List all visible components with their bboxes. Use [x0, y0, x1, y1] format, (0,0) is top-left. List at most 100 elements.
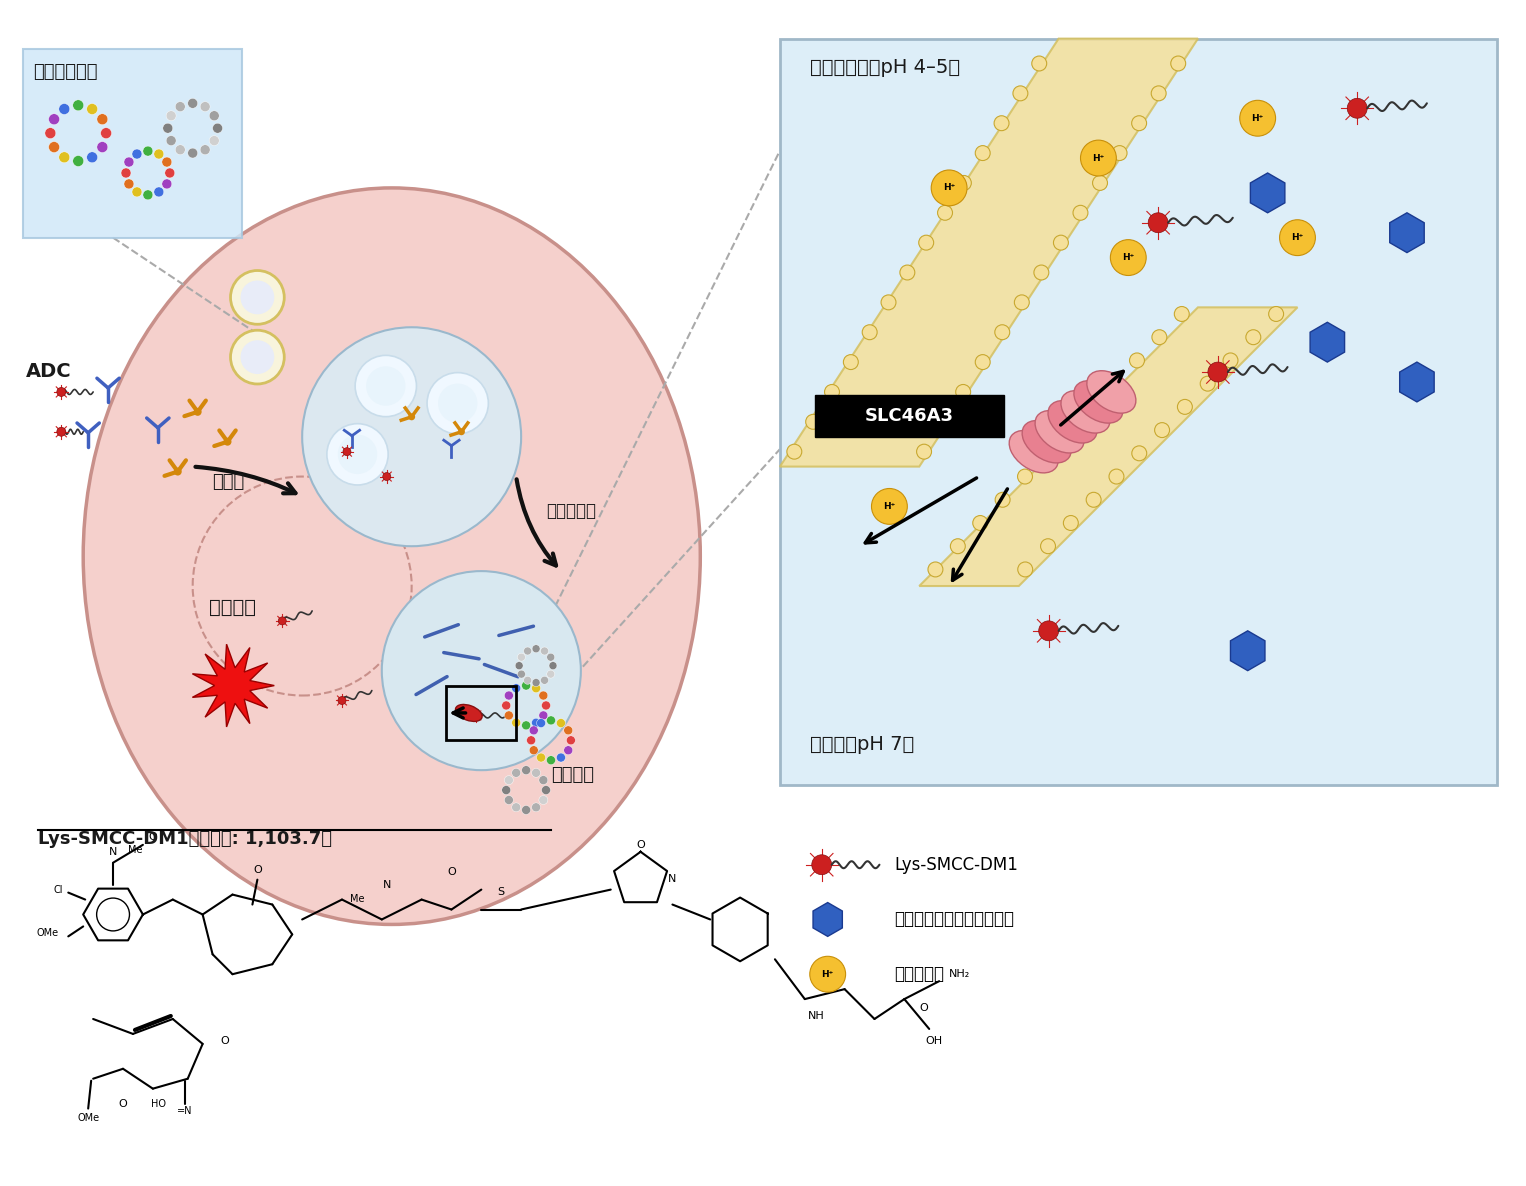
Circle shape: [844, 355, 858, 370]
Ellipse shape: [1048, 401, 1097, 444]
Circle shape: [539, 691, 548, 700]
Circle shape: [1018, 470, 1033, 484]
Text: O: O: [119, 1098, 127, 1109]
Circle shape: [192, 477, 412, 695]
Circle shape: [1280, 219, 1315, 256]
Text: S: S: [497, 887, 505, 897]
Circle shape: [96, 114, 108, 125]
Text: H⁺: H⁺: [1291, 234, 1303, 242]
Circle shape: [993, 116, 1009, 130]
Circle shape: [1268, 306, 1283, 321]
Bar: [780, 39, 1497, 785]
Circle shape: [1015, 295, 1029, 310]
Circle shape: [530, 746, 539, 754]
Text: O: O: [253, 865, 262, 875]
Circle shape: [209, 110, 220, 121]
Circle shape: [327, 423, 388, 485]
Text: リソソーム: リソソーム: [546, 503, 597, 521]
Ellipse shape: [1009, 431, 1058, 473]
Circle shape: [522, 805, 531, 815]
Circle shape: [1175, 306, 1189, 321]
Text: O: O: [148, 831, 157, 842]
Circle shape: [810, 956, 845, 993]
Circle shape: [1087, 492, 1102, 508]
Circle shape: [1132, 116, 1146, 130]
Circle shape: [49, 141, 60, 153]
Polygon shape: [780, 39, 1198, 466]
Circle shape: [175, 102, 185, 111]
Ellipse shape: [1035, 410, 1083, 453]
Text: H⁺: H⁺: [821, 970, 833, 978]
Circle shape: [1347, 98, 1367, 119]
Circle shape: [154, 187, 163, 197]
Circle shape: [881, 295, 896, 310]
Text: H⁺: H⁺: [1093, 153, 1105, 162]
Circle shape: [1178, 400, 1192, 414]
Circle shape: [1112, 146, 1128, 160]
Circle shape: [563, 746, 572, 754]
Circle shape: [163, 123, 172, 133]
Circle shape: [49, 114, 60, 125]
Circle shape: [1222, 353, 1238, 368]
Circle shape: [505, 796, 513, 804]
Circle shape: [537, 719, 545, 727]
Circle shape: [522, 721, 531, 729]
Circle shape: [154, 149, 163, 159]
Circle shape: [131, 149, 142, 159]
Circle shape: [175, 145, 185, 154]
Text: OMe: OMe: [37, 929, 58, 938]
Text: HO: HO: [151, 1098, 166, 1109]
Circle shape: [511, 719, 520, 727]
Circle shape: [1245, 330, 1260, 345]
Circle shape: [505, 691, 513, 700]
Circle shape: [516, 662, 523, 670]
Circle shape: [824, 384, 839, 400]
Text: NH₂: NH₂: [949, 969, 971, 980]
Circle shape: [209, 135, 220, 146]
Circle shape: [862, 325, 877, 339]
Text: OH: OH: [926, 1035, 943, 1046]
Circle shape: [194, 408, 201, 416]
Text: H⁺: H⁺: [884, 502, 896, 511]
Circle shape: [546, 716, 555, 725]
Circle shape: [356, 356, 417, 416]
Circle shape: [162, 179, 172, 189]
Circle shape: [174, 467, 182, 476]
Polygon shape: [1250, 173, 1285, 212]
Circle shape: [1148, 212, 1167, 232]
Text: H⁺: H⁺: [1122, 253, 1134, 262]
Circle shape: [438, 383, 478, 423]
Circle shape: [1041, 538, 1056, 554]
Circle shape: [1064, 516, 1079, 530]
Circle shape: [383, 472, 391, 480]
Circle shape: [531, 803, 540, 811]
Circle shape: [121, 168, 131, 178]
Circle shape: [546, 653, 555, 661]
Ellipse shape: [455, 704, 482, 721]
Ellipse shape: [84, 187, 700, 924]
Text: N: N: [668, 874, 676, 884]
Circle shape: [1170, 56, 1186, 71]
Circle shape: [1039, 620, 1059, 640]
Circle shape: [165, 168, 175, 178]
Text: 薬効発揮: 薬効発揮: [209, 598, 256, 617]
Circle shape: [806, 414, 821, 429]
Circle shape: [937, 205, 952, 221]
Circle shape: [302, 327, 522, 547]
Circle shape: [230, 330, 284, 384]
Circle shape: [566, 735, 575, 745]
Circle shape: [1209, 362, 1228, 382]
Circle shape: [540, 676, 548, 684]
Circle shape: [278, 617, 287, 625]
Circle shape: [542, 785, 551, 795]
Circle shape: [166, 135, 175, 146]
Circle shape: [337, 434, 377, 474]
Circle shape: [549, 662, 557, 670]
Circle shape: [1129, 353, 1144, 368]
Circle shape: [131, 187, 142, 197]
Polygon shape: [1399, 362, 1434, 402]
Circle shape: [787, 445, 801, 459]
Circle shape: [87, 152, 98, 162]
Text: SLC46A3: SLC46A3: [865, 407, 954, 425]
Circle shape: [1152, 330, 1167, 345]
